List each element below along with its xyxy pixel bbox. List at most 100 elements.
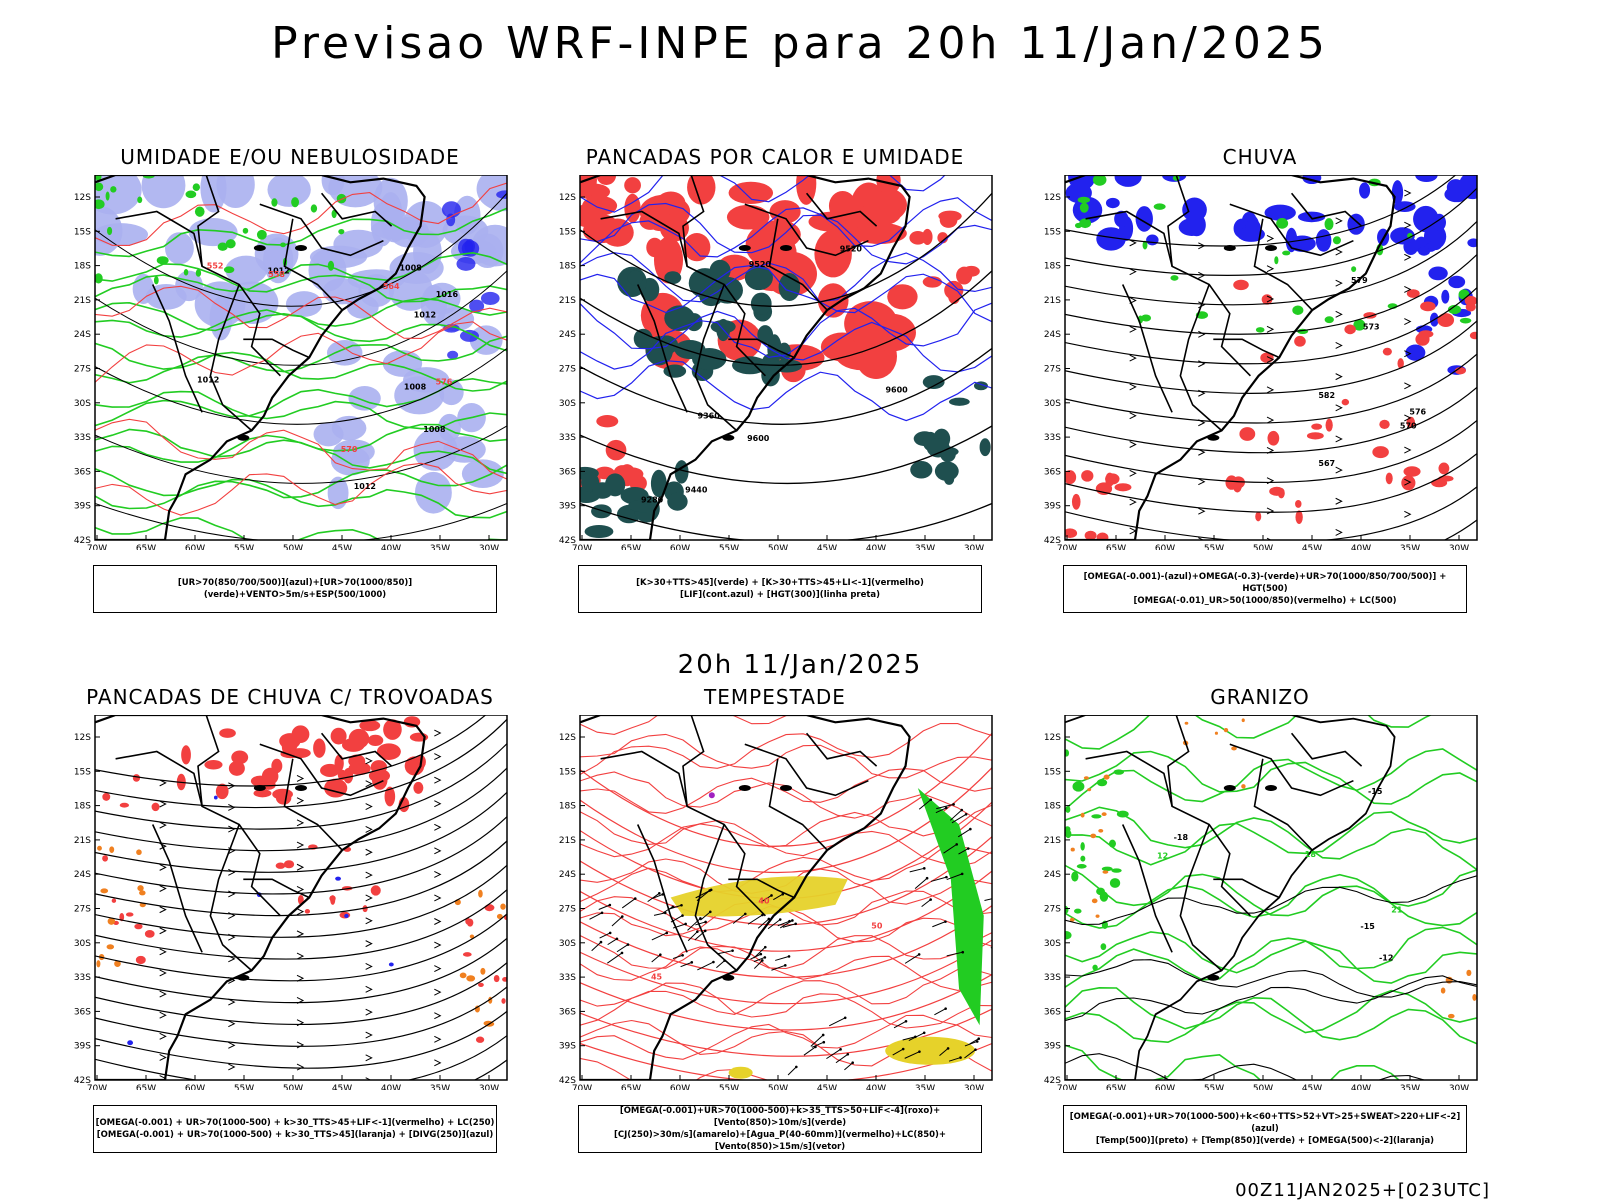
shaded-area bbox=[107, 226, 113, 236]
country-border bbox=[682, 715, 766, 917]
contour-line bbox=[1065, 869, 1477, 929]
shaded-area bbox=[1441, 289, 1450, 304]
shaded-area bbox=[137, 885, 144, 892]
streamline-arrow bbox=[296, 974, 305, 982]
wind-vector bbox=[943, 843, 957, 854]
shaded-area bbox=[757, 219, 801, 250]
shaded-area bbox=[291, 197, 299, 208]
shaded-area bbox=[119, 802, 130, 808]
shaded-area bbox=[1465, 302, 1476, 312]
shaded-area bbox=[466, 918, 474, 927]
lake bbox=[295, 785, 307, 791]
country-border bbox=[1290, 192, 1363, 227]
shaded-area bbox=[309, 245, 368, 269]
shaded-area bbox=[653, 335, 679, 355]
shaded-area bbox=[1084, 530, 1097, 540]
streamline-arrow bbox=[159, 927, 167, 935]
lon-label: 40W bbox=[381, 544, 401, 550]
contour-label: 9520 bbox=[749, 260, 772, 269]
wind-vector-head bbox=[788, 919, 791, 923]
streamline bbox=[95, 715, 487, 787]
streamline-arrow bbox=[1335, 497, 1343, 505]
wind-vector bbox=[787, 1066, 797, 1076]
shaded-area bbox=[132, 774, 141, 782]
contour-line bbox=[95, 342, 507, 392]
shaded-area bbox=[376, 743, 401, 760]
shaded-area bbox=[413, 428, 458, 471]
shaded-area bbox=[591, 504, 612, 519]
contour-label: -15 bbox=[1368, 787, 1383, 796]
shaded-area bbox=[1418, 246, 1431, 256]
shaded-area bbox=[459, 329, 480, 342]
country-border bbox=[259, 743, 384, 797]
wind-vector-head bbox=[839, 1048, 842, 1051]
contour-label: 564 bbox=[383, 282, 400, 291]
streamline-arrow bbox=[1198, 242, 1206, 250]
shaded-area bbox=[1241, 784, 1246, 789]
lat-label: 30S bbox=[74, 939, 91, 949]
contour-label: 40 bbox=[758, 896, 770, 905]
caption-line: [Temp(500)](preto) + [Temp(850)](verde) … bbox=[1095, 1136, 1435, 1146]
lat-label: 12S bbox=[74, 733, 91, 743]
streamline-arrow bbox=[1335, 435, 1343, 443]
shaded-area bbox=[1101, 866, 1113, 872]
shaded-area bbox=[1100, 943, 1107, 951]
wind-vector bbox=[946, 951, 963, 957]
lon-label: 55W bbox=[1204, 1084, 1224, 1090]
country-border bbox=[259, 203, 384, 257]
wind-vector bbox=[611, 916, 623, 927]
shaded-area bbox=[1080, 812, 1085, 818]
lon-label: 55W bbox=[234, 1084, 254, 1090]
shaded-area bbox=[1382, 347, 1392, 356]
wind-vector bbox=[753, 960, 763, 969]
wind-vector-head bbox=[922, 1031, 926, 1035]
lon-label: 40W bbox=[866, 1084, 886, 1090]
shaded-area bbox=[1420, 301, 1436, 312]
streamline-arrow bbox=[365, 1008, 373, 1016]
wind-vector bbox=[651, 954, 661, 963]
wind-vector-head bbox=[1002, 941, 1005, 944]
shaded-area bbox=[462, 952, 472, 957]
wind-vector-head bbox=[608, 931, 612, 935]
lat-label: 24S bbox=[1044, 330, 1061, 340]
panel-caption: [OMEGA(-0.001)-(azul)+OMEGA(-0.3)-(verde… bbox=[1063, 565, 1467, 613]
shaded-area bbox=[726, 204, 770, 230]
shaded-area bbox=[1359, 182, 1371, 199]
shaded-area bbox=[1087, 788, 1092, 792]
shaded-area bbox=[1071, 871, 1079, 882]
coastline bbox=[1065, 175, 1396, 540]
wind-vector-head bbox=[703, 929, 707, 933]
wind-vector bbox=[934, 1008, 946, 1016]
country-border bbox=[1179, 824, 1223, 972]
streamline-arrow bbox=[228, 890, 236, 898]
map-content bbox=[95, 715, 507, 1080]
streamline-arrow bbox=[365, 825, 373, 833]
contour-label: 1012 bbox=[354, 482, 376, 491]
shaded-area bbox=[1070, 847, 1075, 852]
map-content: 1008 1008 1008 1012 1012 1012 1016 1012 576 570 56… bbox=[95, 175, 507, 540]
panel-caption: [K>30+TTS>45](verde) + [K>30+TTS>45+LI<-… bbox=[578, 565, 982, 613]
map-chuva: 582 576 573 570 567 579 12S 15S 18S 21S 24S 27S 30S 3… bbox=[1044, 175, 1478, 550]
shaded-area bbox=[501, 998, 506, 1004]
lat-label: 33S bbox=[1044, 973, 1061, 983]
wind-vector-head bbox=[684, 922, 687, 926]
streamline-arrow bbox=[434, 1035, 442, 1043]
map-frame bbox=[1064, 175, 1478, 541]
contour-label: 579 bbox=[1351, 276, 1368, 285]
streamline-arrow bbox=[296, 863, 305, 871]
shaded-area bbox=[1076, 864, 1087, 869]
shaded-area bbox=[1274, 256, 1279, 265]
shaded-area bbox=[1341, 398, 1350, 406]
streamline-arrow bbox=[296, 952, 305, 960]
streamline-arrow bbox=[296, 819, 305, 827]
streamline bbox=[1065, 175, 1457, 247]
caption-line: [CJ(250)>30m/s](amarelo)+[Agua_P(40-60mm… bbox=[613, 1130, 947, 1152]
shaded-area bbox=[1397, 358, 1404, 369]
shaded-area bbox=[1255, 327, 1265, 333]
streamline bbox=[95, 1035, 507, 1080]
streamline-arrow bbox=[1404, 221, 1412, 229]
wind-vector-head bbox=[709, 888, 713, 892]
country-border bbox=[1121, 824, 1173, 953]
wind-vector bbox=[964, 1049, 976, 1059]
panel-caption: [OMEGA(-0.001)+UR>70(1000-500)+k<60+TTS>… bbox=[1063, 1105, 1467, 1153]
